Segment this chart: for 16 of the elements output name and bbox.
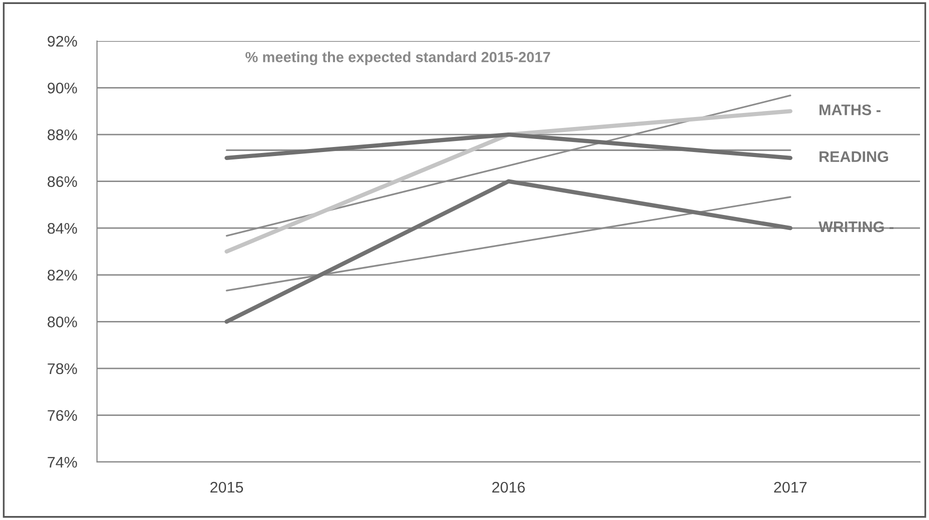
y-tick-label: 80% — [48, 316, 78, 328]
y-tick-label: 88% — [48, 129, 78, 140]
series-label: READING — [820, 151, 888, 162]
x-tick-label: 2017 — [774, 482, 807, 493]
y-tick-label: 76% — [48, 410, 78, 421]
y-tick-label: 82% — [48, 270, 78, 281]
y-tick-label: 84% — [48, 222, 78, 234]
x-tick-label: 2015 — [210, 482, 244, 493]
text: % meeting the expected standard 2015-2017 — [246, 52, 550, 66]
y-tick-label: 92% — [48, 36, 78, 47]
y-tick-label: 90% — [48, 82, 78, 94]
series-label: MATHS - — [820, 104, 880, 116]
y-tick-label: 74% — [48, 456, 78, 468]
x-tick-label: 2016 — [492, 482, 525, 493]
y-tick-label: 86% — [48, 176, 78, 188]
y-tick-label: 78% — [48, 363, 78, 374]
